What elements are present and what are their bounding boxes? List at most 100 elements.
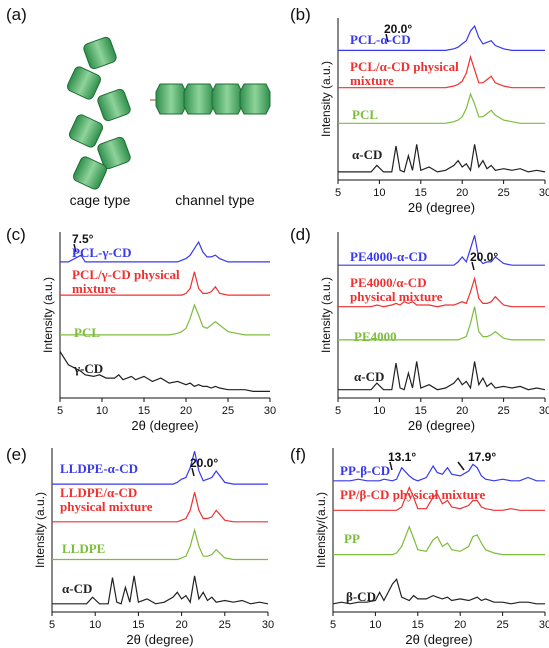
series-label: PCL [74, 325, 100, 340]
x-tick-label: 15 [415, 187, 427, 199]
panel-label: (f) [290, 445, 306, 464]
series-line [338, 235, 545, 266]
series-label: PCL-γ-CD [72, 245, 132, 260]
caption: channel type [175, 192, 255, 208]
x-tick-label: 10 [96, 405, 108, 417]
annotation-arrow [389, 461, 393, 471]
x-tick-label: 5 [330, 619, 336, 631]
x-tick-label: 5 [335, 187, 341, 199]
annotation: 20.0° [190, 456, 219, 470]
annotation-arrow [471, 261, 475, 271]
series-label: PCL [352, 107, 378, 122]
x-tick-label: 30 [539, 405, 549, 417]
x-tick-label: 5 [57, 405, 63, 417]
series-line [338, 276, 545, 308]
x-tick-label: 30 [262, 619, 274, 631]
series-label: PE4000-α-CD [350, 249, 428, 264]
x-tick-label: 25 [222, 405, 234, 417]
series-line [338, 306, 545, 341]
x-tick-label: 5 [49, 619, 55, 631]
series-line [338, 92, 545, 124]
annotation: 17.9° [468, 450, 497, 464]
x-tick-label: 20 [454, 619, 466, 631]
series-label: α-CD [62, 581, 93, 596]
annotation: 20.0° [470, 250, 499, 264]
series-label: PP-β-CD [340, 463, 391, 478]
panel-label: (d) [290, 225, 311, 244]
series-line [52, 527, 268, 561]
x-tick-label: 5 [335, 405, 341, 417]
x-tick-label: 10 [373, 187, 385, 199]
series-label: α-CD [352, 147, 383, 162]
annotation: 20.0° [384, 22, 413, 36]
x-tick-label: 10 [369, 619, 381, 631]
series-label: β-CD [346, 589, 376, 604]
series-label: LLDPE-α-CD [60, 461, 139, 476]
series-label: PP [344, 531, 360, 546]
annotation-arrow [73, 243, 77, 253]
series-label: PE4000 [354, 329, 397, 344]
series-line [52, 575, 269, 605]
series-label: LLDPE [62, 541, 106, 556]
y-axis-label: Intensity (a.u.) [41, 277, 55, 353]
x-tick-label: 20 [456, 187, 468, 199]
x-axis-label: 2θ (degree) [126, 632, 193, 647]
series-label: PCL/α-CD physical mixture [350, 59, 459, 88]
y-axis-label: Intensity (a.u.) [319, 61, 333, 137]
series-label: PP/β-CD physical mixture [340, 487, 486, 502]
y-axis-label: Intensity (a.u.) [33, 492, 47, 568]
series-line [333, 463, 545, 482]
series-line [52, 451, 268, 485]
series-line [338, 144, 546, 173]
x-tick-label: 15 [132, 619, 144, 631]
series-label: PE4000/α-CD physical mixture [350, 275, 443, 304]
series-line [338, 54, 545, 89]
x-axis-label: 2θ (degree) [408, 418, 475, 433]
series-label: PCL/γ-CD physical mixture [72, 267, 180, 296]
x-tick-label: 25 [497, 187, 509, 199]
y-axis-label: Intensity/(a.u.) [314, 492, 328, 568]
cage-illustration [66, 36, 271, 190]
series-label: γ-CD [74, 361, 104, 376]
panel-label: (c) [6, 225, 26, 244]
x-axis-label: 2θ (degree) [405, 632, 472, 647]
x-tick-label: 30 [264, 405, 276, 417]
x-tick-label: 30 [539, 619, 549, 631]
x-tick-label: 25 [496, 619, 508, 631]
series-line [52, 492, 268, 523]
annotation: 7.5° [72, 232, 94, 246]
series-line [338, 361, 546, 391]
series-line [332, 577, 545, 605]
panel-label: (b) [290, 5, 311, 24]
series-label: α-CD [354, 369, 385, 384]
series-line [60, 271, 270, 296]
x-tick-label: 10 [89, 619, 101, 631]
annotation-arrow [385, 33, 389, 43]
x-tick-label: 15 [138, 405, 150, 417]
x-tick-label: 20 [175, 619, 187, 631]
caption: cage type [70, 192, 131, 208]
x-tick-label: 25 [497, 405, 509, 417]
annotation-arrow [457, 461, 465, 471]
annotation: 13.1° [388, 450, 417, 464]
series-label: PCL-α-CD [350, 32, 411, 47]
panel-label: (e) [6, 445, 27, 464]
x-tick-label: 30 [539, 187, 549, 199]
series-line [338, 24, 545, 51]
series-line [333, 485, 545, 511]
series-label: LLDPE/α-CD physical mixture [60, 485, 153, 514]
x-axis-label: 2θ (degree) [131, 418, 198, 433]
x-tick-label: 15 [412, 619, 424, 631]
y-axis-label: Intensity (a.u.) [319, 277, 333, 353]
annotation-arrow [191, 467, 195, 477]
x-tick-label: 20 [180, 405, 192, 417]
series-line [60, 240, 270, 263]
series-line [333, 525, 545, 556]
x-tick-label: 25 [219, 619, 231, 631]
series-line [59, 351, 270, 392]
series-line [60, 303, 270, 336]
x-axis-label: 2θ (degree) [408, 200, 475, 215]
panel-label: (a) [6, 5, 27, 24]
